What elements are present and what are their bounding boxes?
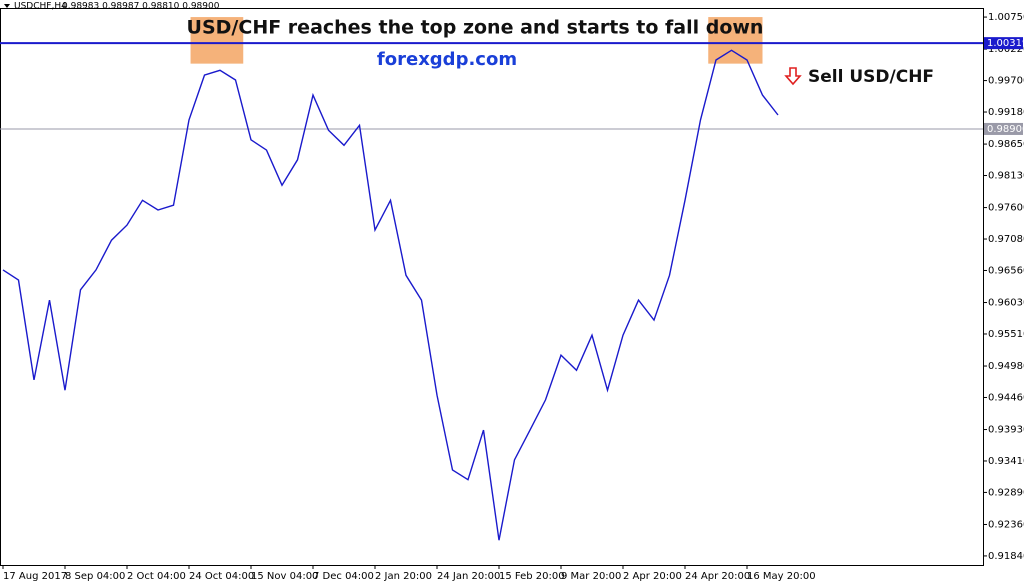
plot-frame — [0, 8, 984, 566]
x-tick-label: 2 Apr 20:00 — [623, 571, 682, 582]
zone — [190, 17, 244, 64]
level-label: 1.00319 — [987, 38, 1024, 49]
level-label-box — [984, 37, 1023, 50]
menu-arrow[interactable] — [4, 4, 10, 8]
price-line — [2, 49, 779, 541]
down-arrow — [784, 67, 802, 86]
x-tick-label: 7 Dec 04:00 — [313, 571, 374, 582]
annotation-signal: Sell USD/CHF — [808, 67, 934, 87]
x-tick-label: 15 Nov 04:00 — [251, 571, 318, 582]
x-tick-label: 24 Oct 04:00 — [189, 571, 254, 582]
x-tick-label: 15 Feb 20:00 — [499, 571, 565, 582]
x-tick-label: 2 Jan 20:00 — [375, 571, 432, 582]
x-tick-label: 17 Aug 2017 — [3, 571, 67, 582]
x-tick-label: 2 Oct 04:00 — [127, 571, 186, 582]
symbol: USDCHF,H4 — [14, 2, 67, 12]
x-tick-label: 16 May 20:00 — [747, 571, 816, 582]
annotation-title: USD/CHF reaches the top zone and starts … — [187, 17, 764, 39]
x-tick-label: 8 Sep 04:00 — [65, 571, 125, 582]
y-tick-label: 0.91840 — [988, 551, 1024, 562]
level-label-box — [984, 122, 1023, 135]
ohlc: 0.98983 0.98987 0.98810 0.98900 — [62, 2, 220, 12]
y-tick-label: 1.00750 — [988, 12, 1024, 23]
x-tick-label: 9 Mar 20:00 — [561, 571, 621, 582]
x-tick-label: 24 Apr 20:00 — [685, 571, 750, 582]
zone — [708, 17, 763, 64]
annotation-site: forexgdp.com — [377, 49, 517, 70]
x-tick-label: 24 Jan 20:00 — [437, 571, 500, 582]
level-label: 0.98900 — [987, 124, 1024, 135]
